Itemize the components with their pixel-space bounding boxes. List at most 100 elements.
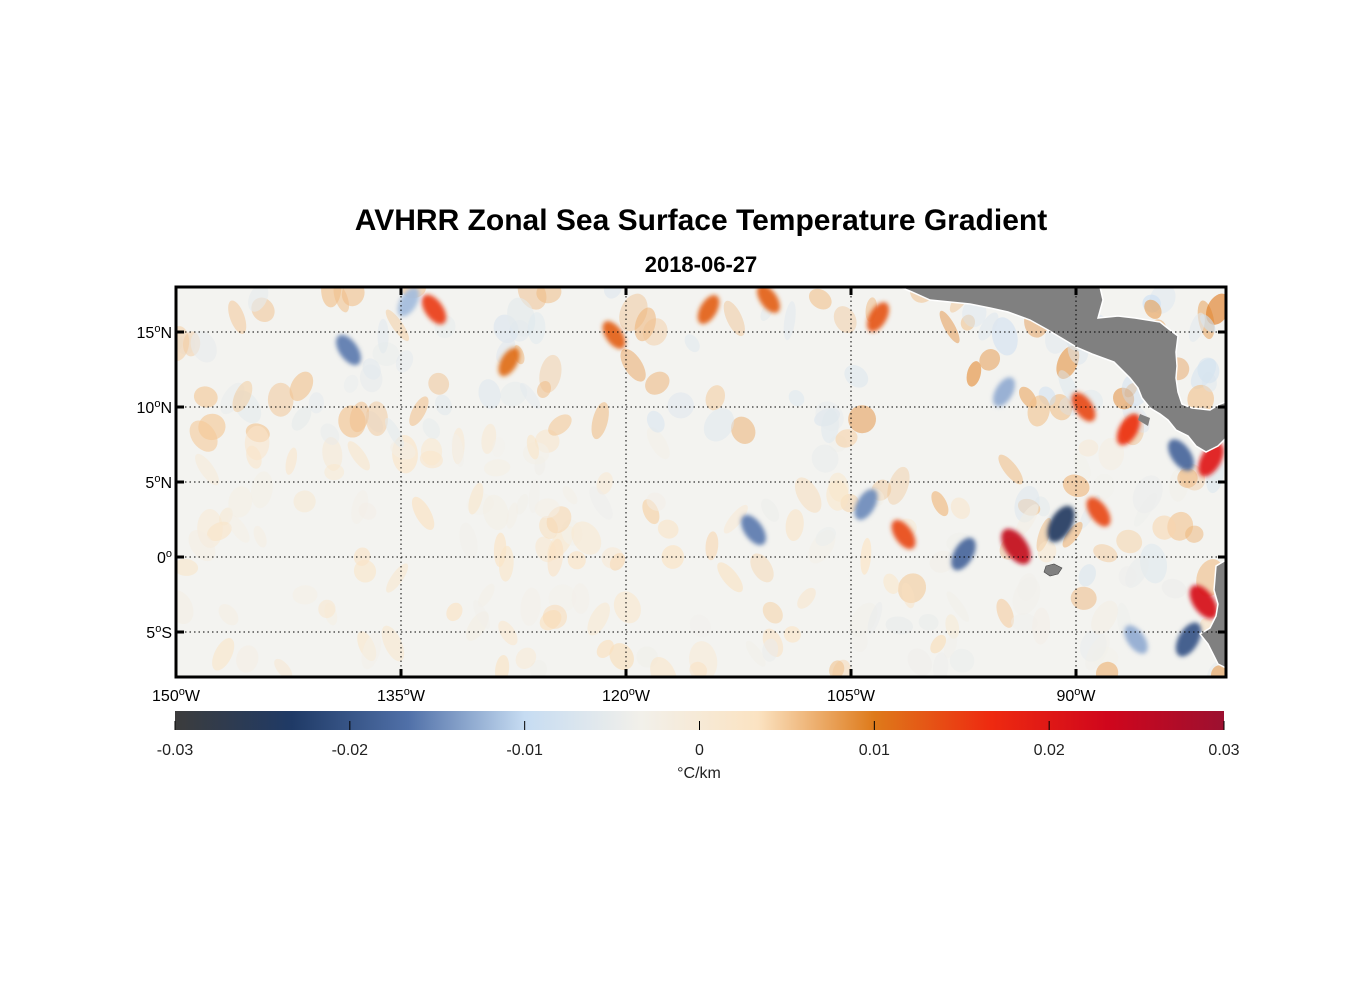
gradient-patch [193, 386, 218, 408]
gradient-patch [250, 471, 273, 509]
gradient-patch [492, 437, 505, 457]
gradient-patch [1017, 573, 1037, 601]
gradient-patch [609, 643, 634, 671]
gradient-patch [385, 417, 404, 448]
gradient-patch [372, 342, 400, 366]
gradient-patch [833, 306, 857, 334]
gradient-feature [1198, 442, 1224, 477]
gradient-patch [601, 547, 624, 569]
gradient-patch [466, 611, 489, 641]
galapagos-islands [1043, 563, 1063, 577]
gradient-patch [661, 545, 685, 569]
gradient-patch [645, 371, 670, 395]
gradient-patch [945, 614, 960, 639]
central-america-landmass [899, 287, 1226, 453]
axis-ticks [174, 287, 1226, 677]
gradient-patch [815, 401, 844, 431]
gradient-patch [978, 312, 999, 341]
colorbar-ticks: -0.03 -0.02 -0.01 0 0.01 0.02 0.03 [157, 721, 1240, 759]
gradient-patch [1185, 525, 1204, 543]
gradient-patch [966, 361, 982, 387]
gradient-patch [351, 490, 369, 524]
gradient-patch [176, 590, 194, 625]
gradient-patch [228, 300, 247, 334]
gradient-patch [220, 382, 245, 415]
gradient-patch [783, 626, 801, 643]
gradient-patch [1036, 517, 1052, 552]
gradient-feature [1001, 528, 1031, 565]
gradient-patch [285, 447, 298, 475]
gradient-patch [1152, 515, 1177, 540]
gradient-patch [420, 437, 443, 466]
gradient-patch [248, 287, 269, 312]
gradient-patch [828, 472, 849, 502]
gradient-patch [689, 614, 712, 638]
gradient-patch [1210, 665, 1226, 677]
gradient-patch [717, 562, 743, 593]
gradient-patch [547, 538, 564, 577]
gradient-patch [411, 496, 435, 530]
gradient-patch [246, 445, 262, 469]
lon-tick-label: 150oW [152, 686, 201, 705]
gradient-patch [189, 420, 218, 452]
gradient-patch [562, 485, 578, 505]
gradient-patch [703, 408, 735, 442]
gradient-patch [794, 477, 822, 513]
gradient-patch [689, 661, 708, 677]
gradient-patch [634, 307, 656, 342]
gradient-feature [891, 519, 916, 550]
gradient-patch [646, 410, 665, 433]
gradient-patch [797, 587, 816, 609]
gradient-patch [478, 379, 501, 409]
gradient-feature [1116, 413, 1141, 446]
gradient-patch [596, 639, 614, 658]
gradient-patch [1169, 467, 1189, 502]
gradient-patch [338, 405, 366, 438]
gradient-patch [867, 601, 883, 635]
gradient-patch [991, 317, 1018, 356]
gradient-patch [931, 491, 949, 517]
gradient-patch [527, 312, 546, 345]
gradient-feature [854, 489, 878, 520]
gradient-patch [353, 547, 371, 566]
gradient-patch [619, 293, 648, 332]
gradient-patch [1049, 394, 1073, 421]
gradient-patch [826, 480, 849, 511]
gradient-patch [1118, 566, 1137, 587]
gradient-patch [887, 466, 910, 505]
gradient-patch [811, 444, 839, 473]
gradient-patch [548, 414, 572, 436]
gradient-feature [336, 334, 361, 366]
gradient-patch [515, 647, 537, 669]
gradient-patch [1062, 521, 1083, 548]
gradient-patch [814, 407, 841, 427]
lat-tick-label: 10oN [137, 398, 172, 417]
gradient-patch [1015, 504, 1039, 538]
gradient-patch [950, 497, 971, 520]
gradient-feature [741, 514, 766, 546]
gradient-patch [1197, 357, 1220, 384]
axis-labels: 150oW 135oW 120oW 105oW 90oW 15oN 10oN 5oN 0o 5oS [137, 323, 1097, 705]
gradient-patch [1190, 358, 1217, 390]
gradient-patch [228, 486, 253, 518]
gradient-patch [236, 645, 259, 673]
gradient-patch [419, 450, 443, 469]
gradient-patch [1206, 293, 1226, 325]
gradient-patch [500, 381, 528, 407]
gradient-patch [750, 553, 774, 583]
gradient-patch [365, 401, 388, 436]
gradient-patch [1139, 543, 1168, 584]
gradient-patch [381, 625, 405, 662]
gradient-patch [1073, 452, 1091, 480]
gradient-feature [421, 294, 447, 325]
gradient-patch [1011, 613, 1038, 632]
colorbar-tick-label: -0.03 [157, 742, 194, 759]
gradient-patch [918, 613, 939, 631]
gradient-patch [473, 599, 491, 630]
gradient-patch [534, 498, 560, 519]
gradient-patch [1012, 577, 1041, 615]
gradient-patch [293, 490, 316, 513]
gradient-feature [1047, 505, 1075, 543]
gradient-patch [929, 550, 955, 573]
gradient-patch [885, 616, 914, 635]
